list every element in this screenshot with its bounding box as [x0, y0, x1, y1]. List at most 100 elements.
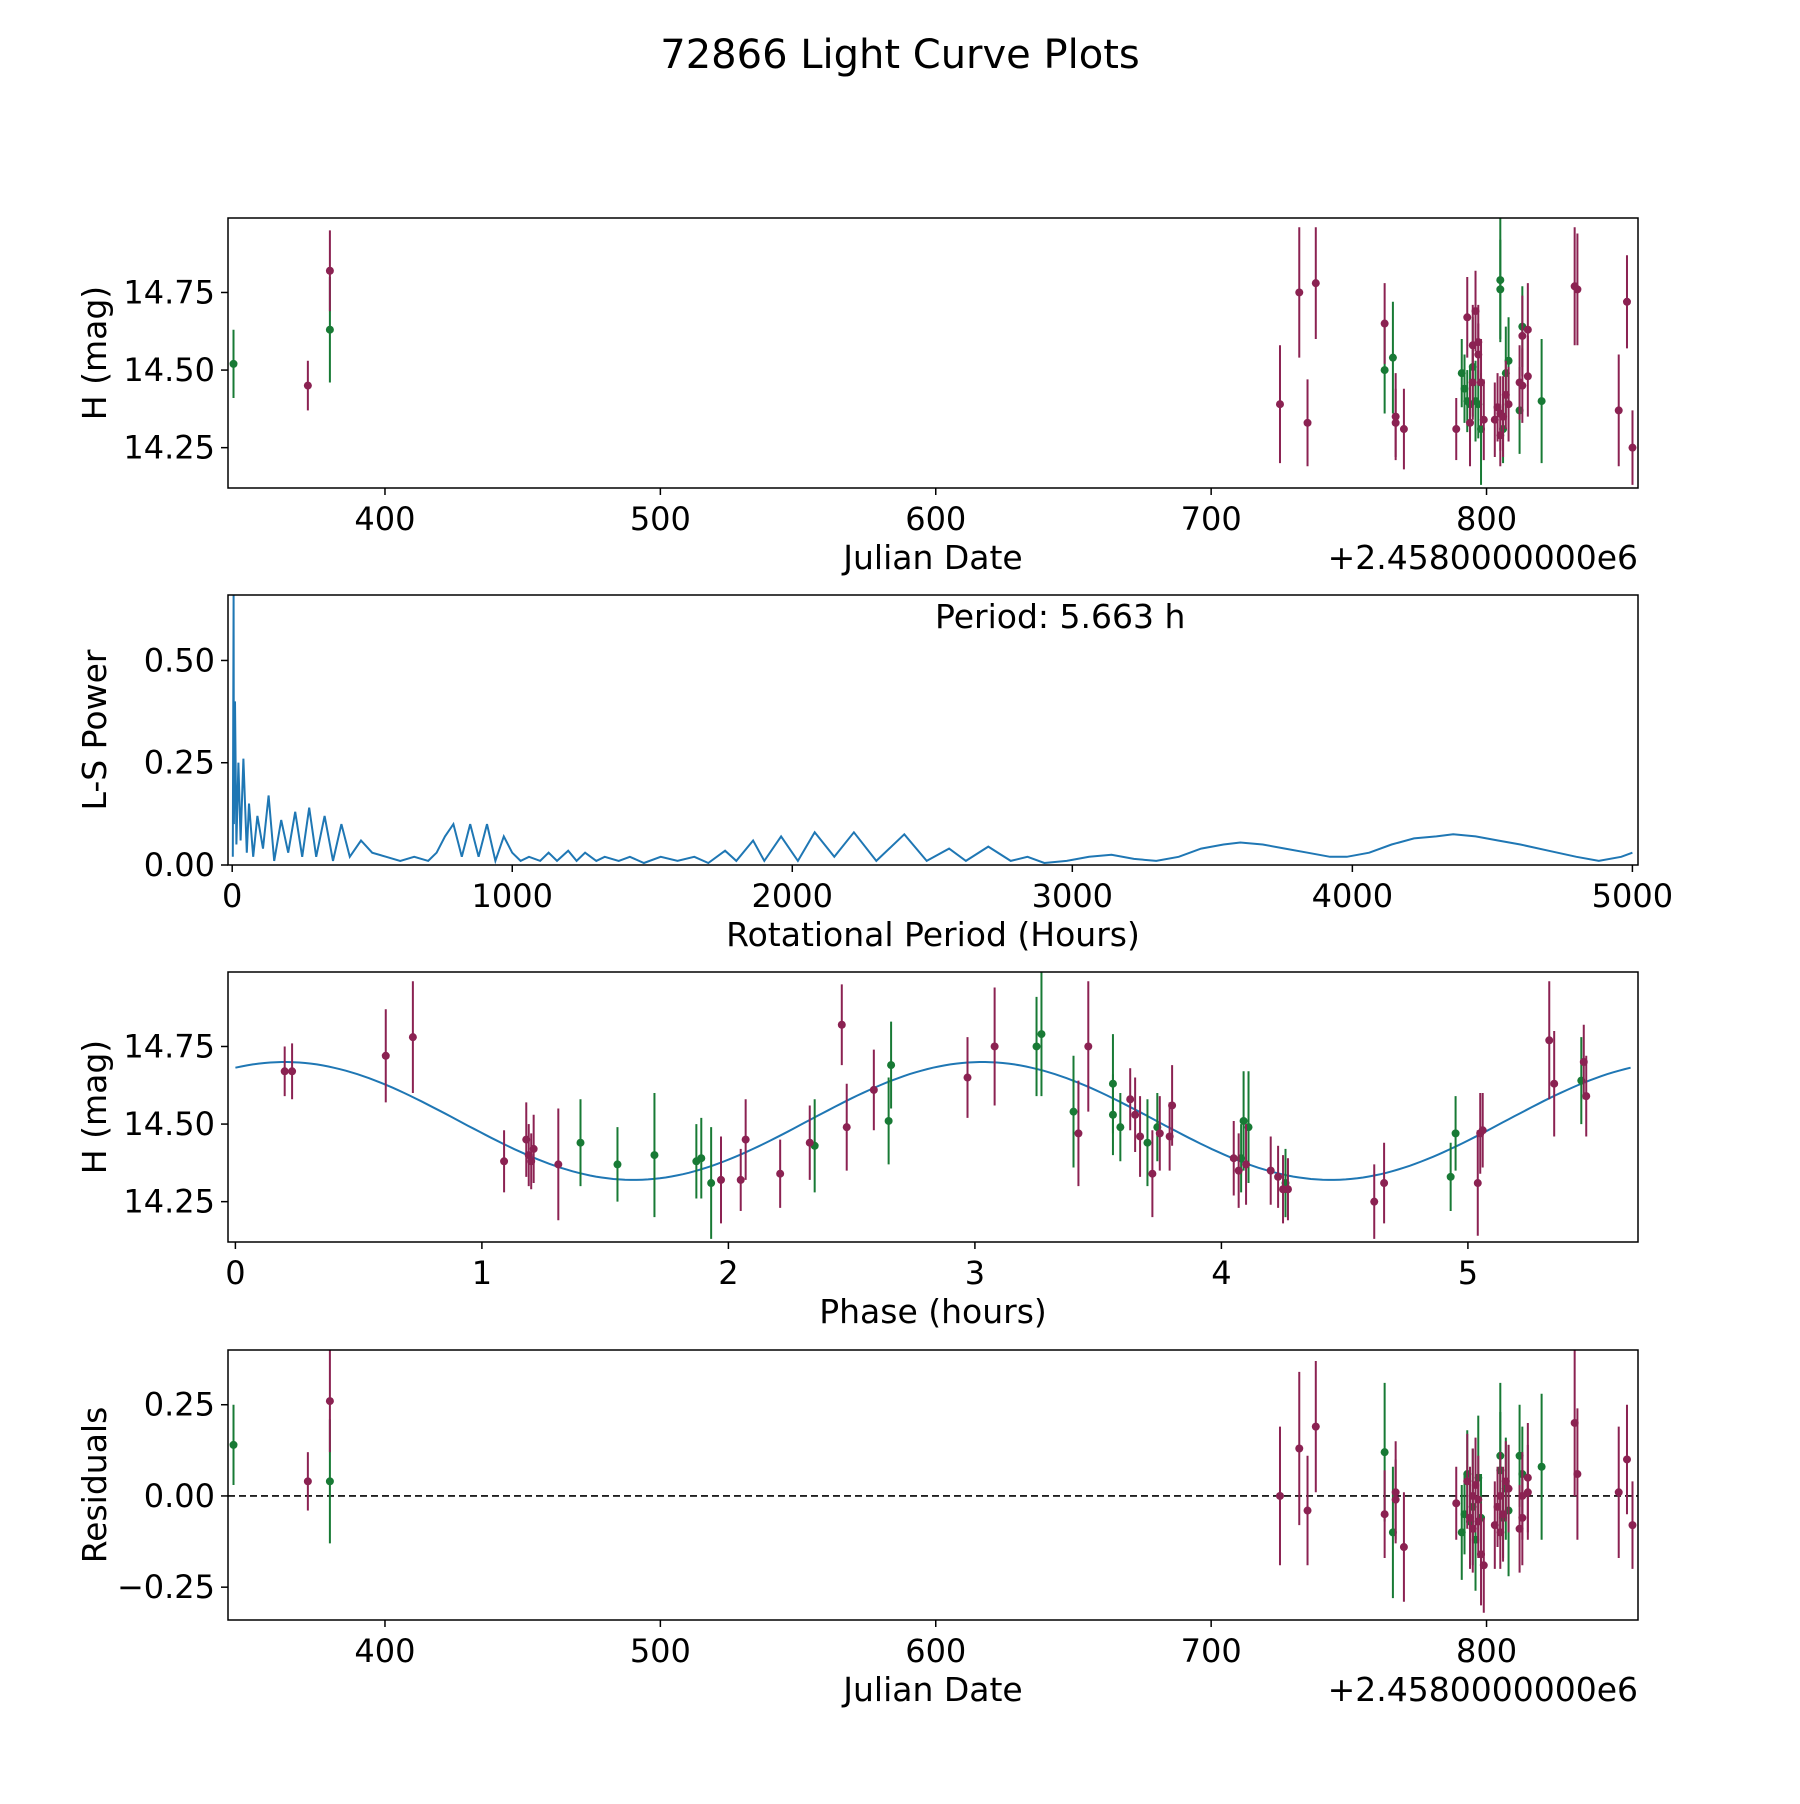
phased-curve-purple-point	[842, 1123, 851, 1132]
light-curve-purple-point	[1303, 418, 1312, 427]
phased-curve-purple-point	[1370, 1197, 1379, 1206]
light-curve-x-tick-label: 800	[1456, 500, 1517, 538]
residuals-purple-point	[303, 1477, 312, 1486]
phased-curve-purple-point	[1242, 1160, 1251, 1169]
phased-curve-green-point	[887, 1061, 896, 1070]
phased-curve-purple-point	[288, 1067, 297, 1076]
light-curve-purple-point	[1380, 319, 1389, 328]
phased-curve-purple-point	[408, 1033, 417, 1042]
light-curve-y-tick-label: 14.50	[123, 351, 215, 389]
phased-curve-y-tick-label: 14.50	[123, 1105, 215, 1143]
residuals-y-axis-label: Residuals	[75, 1407, 114, 1564]
phased-curve-purple-point	[1131, 1110, 1140, 1119]
phased-curve-x-tick-label: 0	[225, 1254, 245, 1292]
light-curve-purple-point	[1479, 415, 1488, 424]
phased-curve-purple-point	[990, 1042, 999, 1051]
phased-curve-purple-point	[1478, 1126, 1487, 1135]
phased-curve-x-tick-label: 3	[965, 1254, 985, 1292]
phased-curve-purple-point	[1168, 1101, 1177, 1110]
light-curve-plot-area	[229, 218, 1637, 485]
phased-curve-purple-point	[1126, 1095, 1135, 1104]
residuals-x-tick-label: 800	[1456, 1632, 1517, 1670]
periodogram-x-tick-label: 1000	[472, 877, 553, 915]
figure-title: 72866 Light Curve Plots	[660, 32, 1139, 78]
residuals-y-tick-label: 0.25	[144, 1386, 215, 1424]
phased-curve-x-tick-label: 1	[472, 1254, 492, 1292]
light-curve-x-axis-label: Julian Date	[841, 538, 1023, 577]
periodogram-y-tick-label: 0.50	[144, 641, 215, 679]
light-curve-purple-point	[1622, 297, 1631, 306]
light-curve-purple-point	[1518, 381, 1527, 390]
phased-curve-green-point	[650, 1151, 659, 1160]
light-curve-purple-point	[1614, 406, 1623, 415]
residuals-green-point	[229, 1440, 238, 1449]
light-curve-purple-point	[1628, 443, 1637, 452]
light-curve-x-tick-label: 600	[905, 500, 966, 538]
phased-curve-green-point	[1069, 1107, 1078, 1116]
residuals-x-tick-label: 400	[354, 1632, 415, 1670]
phased-curve-purple-point	[1545, 1036, 1554, 1045]
phased-curve-purple-point	[1380, 1179, 1389, 1188]
residuals-offset-label: +2.4580000000e6	[1328, 1670, 1638, 1709]
residuals-green-point	[1537, 1462, 1546, 1471]
light-curve-purple-point	[1573, 285, 1582, 294]
residuals-purple-point	[1295, 1444, 1304, 1453]
phased-curve-purple-point	[1266, 1166, 1275, 1175]
light-curve-purple-point	[1399, 425, 1408, 434]
light-curve-offset-label: +2.4580000000e6	[1328, 538, 1638, 577]
phased-curve-purple-point	[529, 1144, 538, 1153]
phased-curve-green-point	[1108, 1110, 1117, 1119]
periodogram-plot-area	[231, 595, 1633, 865]
phased-curve-purple-point	[1136, 1132, 1145, 1141]
periodogram-x-tick-label: 0	[222, 877, 242, 915]
residuals-purple-point	[1311, 1422, 1320, 1431]
phased-curve-purple-point	[554, 1160, 563, 1169]
light-curve-green-point	[1537, 397, 1546, 406]
phased-curve-purple-point	[1582, 1092, 1591, 1101]
phased-curve-green-point	[884, 1116, 893, 1125]
phased-curve-frame	[227, 971, 1639, 1243]
light-curve-y-tick-label: 14.25	[123, 429, 215, 467]
residuals-green-point	[325, 1477, 334, 1486]
phased-curve-x-tick-label: 5	[1458, 1254, 1478, 1292]
phased-curve-purple-point	[717, 1175, 726, 1184]
phased-curve-x-tick-label: 4	[1211, 1254, 1231, 1292]
light-curve-purple-point	[1311, 279, 1320, 288]
phased-curve-y-tick-label: 14.75	[123, 1027, 215, 1065]
residuals-y-tick-label: −0.25	[117, 1568, 215, 1606]
light-curve-y-axis-label: H (mag)	[75, 286, 114, 420]
phased-curve-plot-area	[235, 972, 1631, 1239]
residuals-purple-point	[1628, 1521, 1637, 1530]
phased-curve-purple-point	[381, 1051, 390, 1060]
residuals-purple-point	[1399, 1543, 1408, 1552]
phased-curve-green-point	[1239, 1116, 1248, 1125]
periodogram-panel: 0 1000 2000 3000 4000 5000 0.00 0.25 0.50 Rotatio…	[75, 594, 1673, 954]
phased-curve-green-point	[1451, 1129, 1460, 1138]
light-curve-purple-point	[1468, 378, 1477, 387]
phased-curve-x-tick-label: 2	[718, 1254, 738, 1292]
phased-curve-purple-point	[736, 1175, 745, 1184]
light-curve-green-point	[229, 359, 238, 368]
light-curve-purple-point	[1504, 400, 1513, 409]
phased-curve-purple-point	[280, 1067, 289, 1076]
light-curve-green-point	[325, 325, 334, 334]
light-curve-x-tick-label: 400	[354, 500, 415, 538]
periodogram-x-tick-label: 2000	[752, 877, 833, 915]
phased-curve-purple-point	[805, 1138, 814, 1147]
phased-curve-green-point	[1116, 1123, 1125, 1132]
phased-curve-purple-point	[776, 1169, 785, 1178]
light-curve-panel: 400 500 600 700 800 14.25 14.50 14.75 Julian Dat…	[75, 217, 1639, 577]
residuals-purple-point	[1479, 1561, 1488, 1570]
phased-curve-purple-point	[869, 1085, 878, 1094]
residuals-purple-point	[1523, 1473, 1532, 1482]
light-curve-purple-point	[325, 266, 334, 275]
residuals-purple-point	[1614, 1488, 1623, 1497]
residuals-purple-point	[1452, 1499, 1461, 1508]
phased-curve-y-tick-label: 14.25	[123, 1183, 215, 1221]
light-curve-purple-point	[1463, 313, 1472, 322]
phased-curve-panel: 0 1 2 3 4 5 14.25 14.50 14.75 Phase (hours) H (mag…	[75, 971, 1639, 1331]
light-curve-purple-point	[1295, 288, 1304, 297]
residuals-green-point	[1380, 1448, 1389, 1457]
phased-curve-purple-point	[1274, 1172, 1283, 1181]
residuals-x-tick-label: 700	[1181, 1632, 1242, 1670]
